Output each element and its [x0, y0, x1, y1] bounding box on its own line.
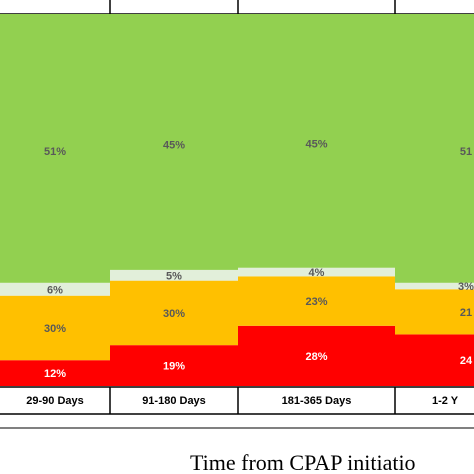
segment-labels-layer: 12% 30% 6% 51% 19% 30% 5% 45% 28% 23% 4% 45% 24 21 3% 5… — [44, 138, 474, 380]
bar-segment — [0, 14, 110, 283]
bar-segment — [238, 267, 395, 277]
bar-segment-label: 19% — [163, 361, 185, 373]
category-tick-label: 29-90 Days — [26, 395, 84, 407]
bar-segment — [238, 276, 395, 326]
top-header-strip — [0, 0, 474, 15]
bar-segment-label: 12% — [44, 368, 66, 380]
bar-segment-label: 6% — [47, 284, 63, 296]
category-tick-label: 1-2 Y — [432, 395, 459, 407]
bar-segment — [238, 325, 395, 386]
bar-segment-label: 3% — [458, 281, 474, 293]
bar-segment — [110, 345, 238, 386]
bar-segment — [110, 280, 238, 346]
bar-segment-label: 5% — [166, 270, 182, 282]
bar-segment-label: 45% — [305, 138, 327, 150]
bar-segment-label: 23% — [305, 296, 327, 308]
bar-segment — [0, 360, 110, 386]
x-axis-title: Time from CPAP initiatio — [190, 450, 416, 474]
bar-segment — [395, 282, 474, 290]
bar-segment-label: 51 — [460, 146, 472, 158]
bar-segment-label: 28% — [305, 351, 327, 363]
bar-segment-label: 4% — [309, 267, 325, 279]
bar-segment-label: 21 — [460, 307, 472, 319]
bar-segment — [395, 334, 474, 386]
bar-segment — [0, 282, 110, 296]
bar-segment-label: 51% — [44, 146, 66, 158]
bars-layer — [0, 14, 474, 386]
bar-segment-label: 45% — [163, 140, 185, 152]
bar-segment — [395, 289, 474, 335]
category-tick-label: 91-180 Days — [142, 395, 206, 407]
bar-segment — [110, 14, 238, 270]
bar-segment-label: 30% — [44, 323, 66, 335]
bar-segment-label: 30% — [163, 308, 185, 320]
category-tick-label: 181-365 Days — [282, 395, 352, 407]
bar-segment — [110, 269, 238, 281]
bar-segment — [395, 14, 474, 283]
category-row: 29-90 Days 91-180 Days 181-365 Days 1-2 Y — [0, 386, 474, 429]
bar-segment — [0, 295, 110, 361]
bar-segment-label: 24 — [460, 355, 473, 367]
bar-segment — [238, 14, 395, 268]
